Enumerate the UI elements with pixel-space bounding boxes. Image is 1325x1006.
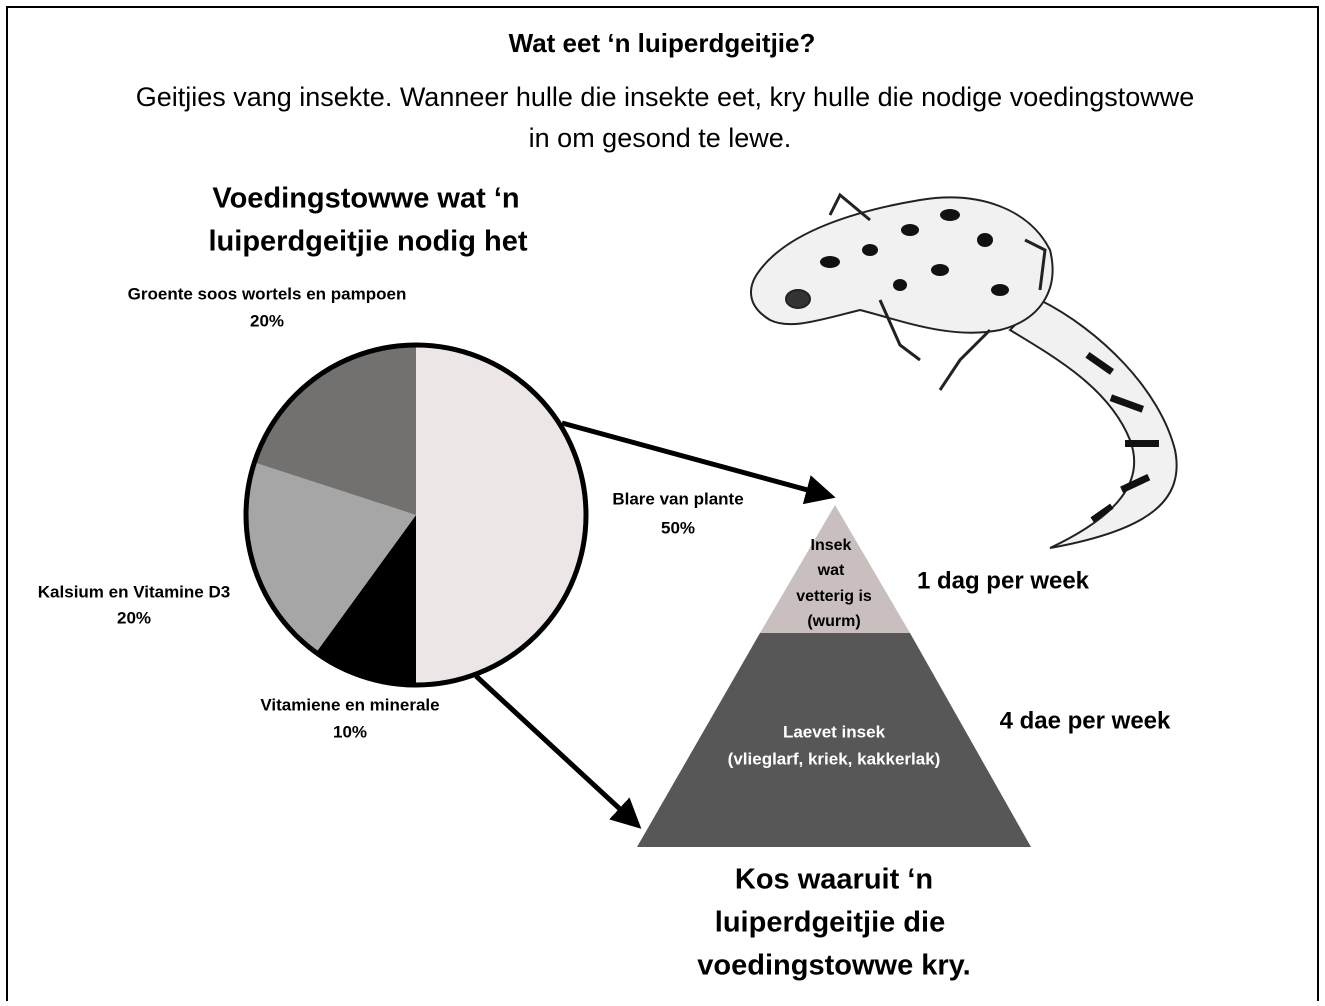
level-frequency: 1 dag per week <box>917 567 1090 594</box>
level-label: Laevet insek <box>783 722 886 741</box>
subtitle: Geitjies vang insekte. Wanneer hulle die… <box>136 82 1195 112</box>
level-label: Insek <box>811 537 852 554</box>
slice-label: Vitamiene en minerale <box>260 695 439 714</box>
level-label: (vlieglarf, kriek, kakkerlak) <box>728 749 941 768</box>
slice-value: 20% <box>250 311 284 330</box>
slice-label: Groente soos wortels en pampoen <box>128 284 407 303</box>
slice-value: 50% <box>661 518 695 537</box>
pie-title: Voedingstowwe wat ‘n <box>212 183 519 215</box>
slice-value: 20% <box>117 608 151 627</box>
caption: Kos waaruit ‘n <box>735 864 933 896</box>
pie <box>246 345 586 685</box>
gecko-illustration <box>751 195 1177 548</box>
level-label: wat <box>817 562 845 579</box>
caption: voedingstowwe kry. <box>697 950 970 982</box>
caption: luiperdgeitjie die <box>715 907 945 939</box>
slice-label: Blare van plante <box>612 489 743 508</box>
slice-label: Kalsium en Vitamine D3 <box>38 582 230 601</box>
level-frequency: 4 dae per week <box>1000 707 1171 734</box>
subtitle: in om gesond te lewe. <box>529 123 792 153</box>
level-label: vetterig is <box>796 588 872 605</box>
arrow <box>562 423 826 495</box>
pie-title: luiperdgeitjie nodig het <box>209 226 528 258</box>
arrow <box>476 676 634 822</box>
page: Wat eet ‘n luiperdgeitjie? Geitjies vang… <box>0 0 1325 1001</box>
level-label: (wurm) <box>807 613 860 630</box>
pie-slice <box>416 345 586 685</box>
slice-value: 10% <box>333 722 367 741</box>
title: Wat eet ‘n luiperdgeitjie? <box>509 28 816 58</box>
